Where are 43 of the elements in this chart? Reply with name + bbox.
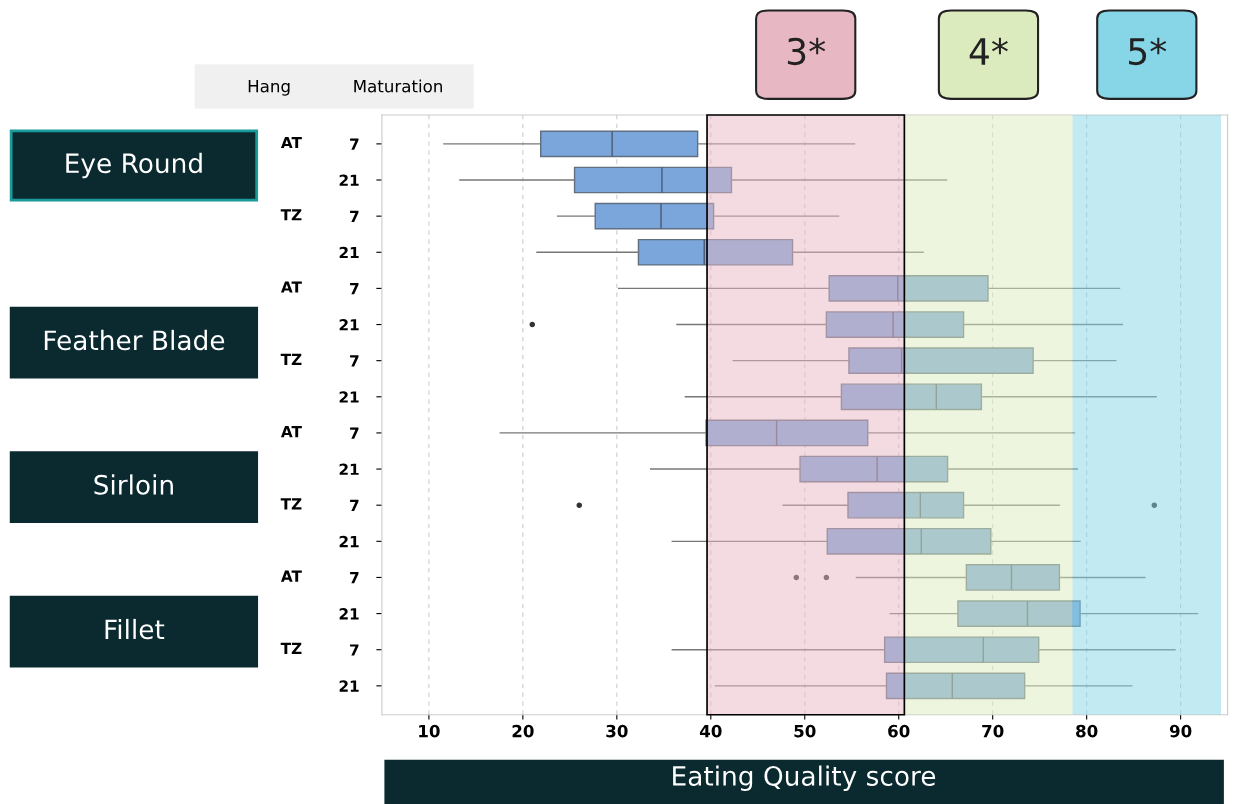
band-label: 4* bbox=[969, 37, 1008, 65]
y-tick-label: 7 bbox=[350, 499, 359, 511]
y-tick-label: 21 bbox=[339, 608, 359, 620]
band-label: 3* bbox=[787, 37, 826, 66]
text: TZ bbox=[280, 498, 302, 510]
x-tick-label: 40 bbox=[699, 724, 722, 738]
text: AT bbox=[280, 136, 302, 149]
x-tick-label: 70 bbox=[982, 724, 1004, 738]
text: TZ bbox=[280, 353, 302, 365]
text: Fillet bbox=[105, 618, 165, 640]
x-tick-label: 90 bbox=[1169, 724, 1192, 738]
x-tick-label: 10 bbox=[419, 724, 440, 738]
text: TZ bbox=[280, 209, 302, 221]
text: Hang bbox=[248, 80, 290, 96]
y-tick-label: 21 bbox=[339, 535, 359, 548]
text: Feather Blade bbox=[44, 329, 225, 351]
y-tick-label: 7 bbox=[350, 355, 359, 367]
y-tick-label: 7 bbox=[350, 644, 359, 656]
y-tick-label: 21 bbox=[339, 680, 359, 692]
y-tick-label: 21 bbox=[339, 319, 359, 331]
y-tick-label: 21 bbox=[339, 463, 359, 475]
band-label: 5* bbox=[1129, 37, 1167, 66]
y-tick-label: 7 bbox=[350, 210, 359, 222]
text: Eye Round bbox=[66, 152, 202, 179]
x-axis-title: Eating Quality score bbox=[673, 765, 936, 792]
text: AT bbox=[280, 426, 302, 438]
x-tick-label: 50 bbox=[794, 724, 816, 738]
text: AT bbox=[280, 570, 302, 582]
y-tick-label: 7 bbox=[350, 283, 359, 295]
x-tick-label: 20 bbox=[512, 724, 534, 738]
y-tick-label: 7 bbox=[350, 427, 359, 439]
y-tick-label: 7 bbox=[350, 572, 359, 584]
text: Sirloin bbox=[94, 474, 173, 495]
text: TZ bbox=[280, 642, 302, 654]
text: AT bbox=[280, 281, 302, 293]
x-tick-label: 80 bbox=[1076, 724, 1098, 738]
y-tick-label: 21 bbox=[339, 391, 359, 403]
y-tick-label: 21 bbox=[339, 174, 359, 186]
y-tick-label: 21 bbox=[339, 246, 359, 259]
x-tick-label: 30 bbox=[606, 724, 628, 738]
y-tick-label: 7 bbox=[350, 138, 359, 150]
text: Maturation bbox=[354, 79, 442, 93]
x-tick-label: 60 bbox=[888, 724, 910, 738]
